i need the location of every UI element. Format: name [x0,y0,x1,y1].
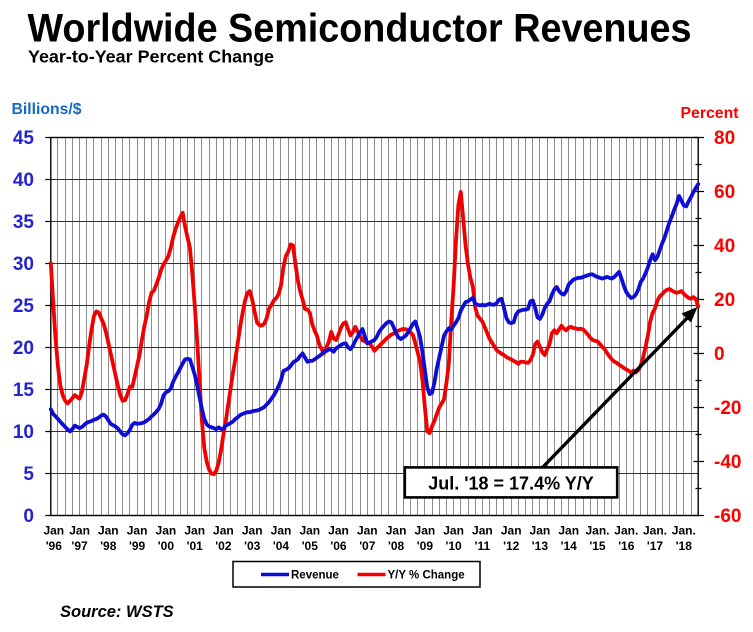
svg-text:-60: -60 [714,506,741,527]
svg-text:'17: '17 [647,539,664,553]
svg-text:'09: '09 [417,539,434,553]
svg-text:'14: '14 [561,539,578,553]
svg-text:Jan: Jan [530,524,551,538]
svg-text:40: 40 [13,170,34,191]
svg-text:'06: '06 [330,539,347,553]
svg-text:Jul. '18 = 17.4% Y/Y: Jul. '18 = 17.4% Y/Y [428,474,594,494]
svg-text:-20: -20 [714,398,741,419]
svg-text:Jan: Jan [415,524,436,538]
svg-text:20: 20 [13,338,34,359]
svg-text:20: 20 [714,290,735,311]
svg-text:Jan: Jan [184,524,205,538]
svg-text:Jan: Jan [69,524,90,538]
svg-text:'05: '05 [302,539,319,553]
svg-text:Jan: Jan [213,524,234,538]
svg-text:'18: '18 [676,539,693,553]
svg-text:'02: '02 [215,539,232,553]
svg-text:'97: '97 [71,539,88,553]
svg-text:Jan: Jan [156,524,177,538]
svg-text:Jan: Jan [443,524,464,538]
svg-text:0: 0 [23,506,34,527]
svg-text:'96: '96 [46,539,63,553]
svg-text:Jan.: Jan. [643,524,667,538]
svg-text:'16: '16 [618,539,635,553]
svg-text:'99: '99 [129,539,146,553]
svg-text:'04: '04 [273,539,290,553]
svg-text:15: 15 [13,380,35,401]
svg-text:'08: '08 [388,539,405,553]
svg-text:Jan: Jan [43,524,64,538]
svg-text:Jan.: Jan. [585,524,609,538]
svg-text:Billions/$: Billions/$ [12,101,82,118]
svg-text:Worldwide Semiconductor Revenu: Worldwide Semiconductor Revenues [28,7,692,51]
svg-text:Year-to-Year Percent Change: Year-to-Year Percent Change [28,47,274,67]
svg-text:Jan.: Jan. [672,524,696,538]
svg-text:Jan: Jan [386,524,407,538]
svg-text:0: 0 [714,344,725,365]
svg-text:Jan: Jan [558,524,579,538]
svg-text:'13: '13 [532,539,549,553]
svg-text:45: 45 [13,128,35,149]
svg-text:25: 25 [13,296,35,317]
svg-text:80: 80 [714,128,735,149]
svg-text:40: 40 [714,236,735,257]
svg-text:Jan: Jan [98,524,119,538]
svg-text:'11: '11 [475,539,491,553]
svg-text:Percent: Percent [681,105,740,122]
svg-text:Y/Y % Change: Y/Y % Change [388,570,465,582]
svg-text:'03: '03 [244,539,261,553]
svg-text:60: 60 [714,182,735,203]
svg-text:Jan: Jan [127,524,148,538]
svg-text:35: 35 [13,212,35,233]
svg-text:5: 5 [23,464,34,485]
svg-text:'01: '01 [187,539,204,553]
svg-text:Jan: Jan [357,524,378,538]
svg-text:-40: -40 [714,452,741,473]
svg-text:'15: '15 [589,539,606,553]
svg-text:'10: '10 [445,539,462,553]
svg-text:Jan: Jan [472,524,493,538]
svg-text:'98: '98 [100,539,117,553]
svg-text:Jan: Jan [299,524,320,538]
svg-text:Source: WSTS: Source: WSTS [60,603,174,621]
svg-text:Jan.: Jan. [614,524,638,538]
svg-text:Jan: Jan [501,524,522,538]
svg-text:'07: '07 [359,539,376,553]
svg-text:Jan: Jan [242,524,263,538]
svg-text:'00: '00 [158,539,175,553]
svg-text:Jan: Jan [328,524,349,538]
svg-text:'12: '12 [503,539,520,553]
svg-text:Jan: Jan [271,524,292,538]
svg-text:30: 30 [13,254,34,275]
svg-text:10: 10 [13,422,34,443]
svg-text:Revenue: Revenue [291,570,339,582]
